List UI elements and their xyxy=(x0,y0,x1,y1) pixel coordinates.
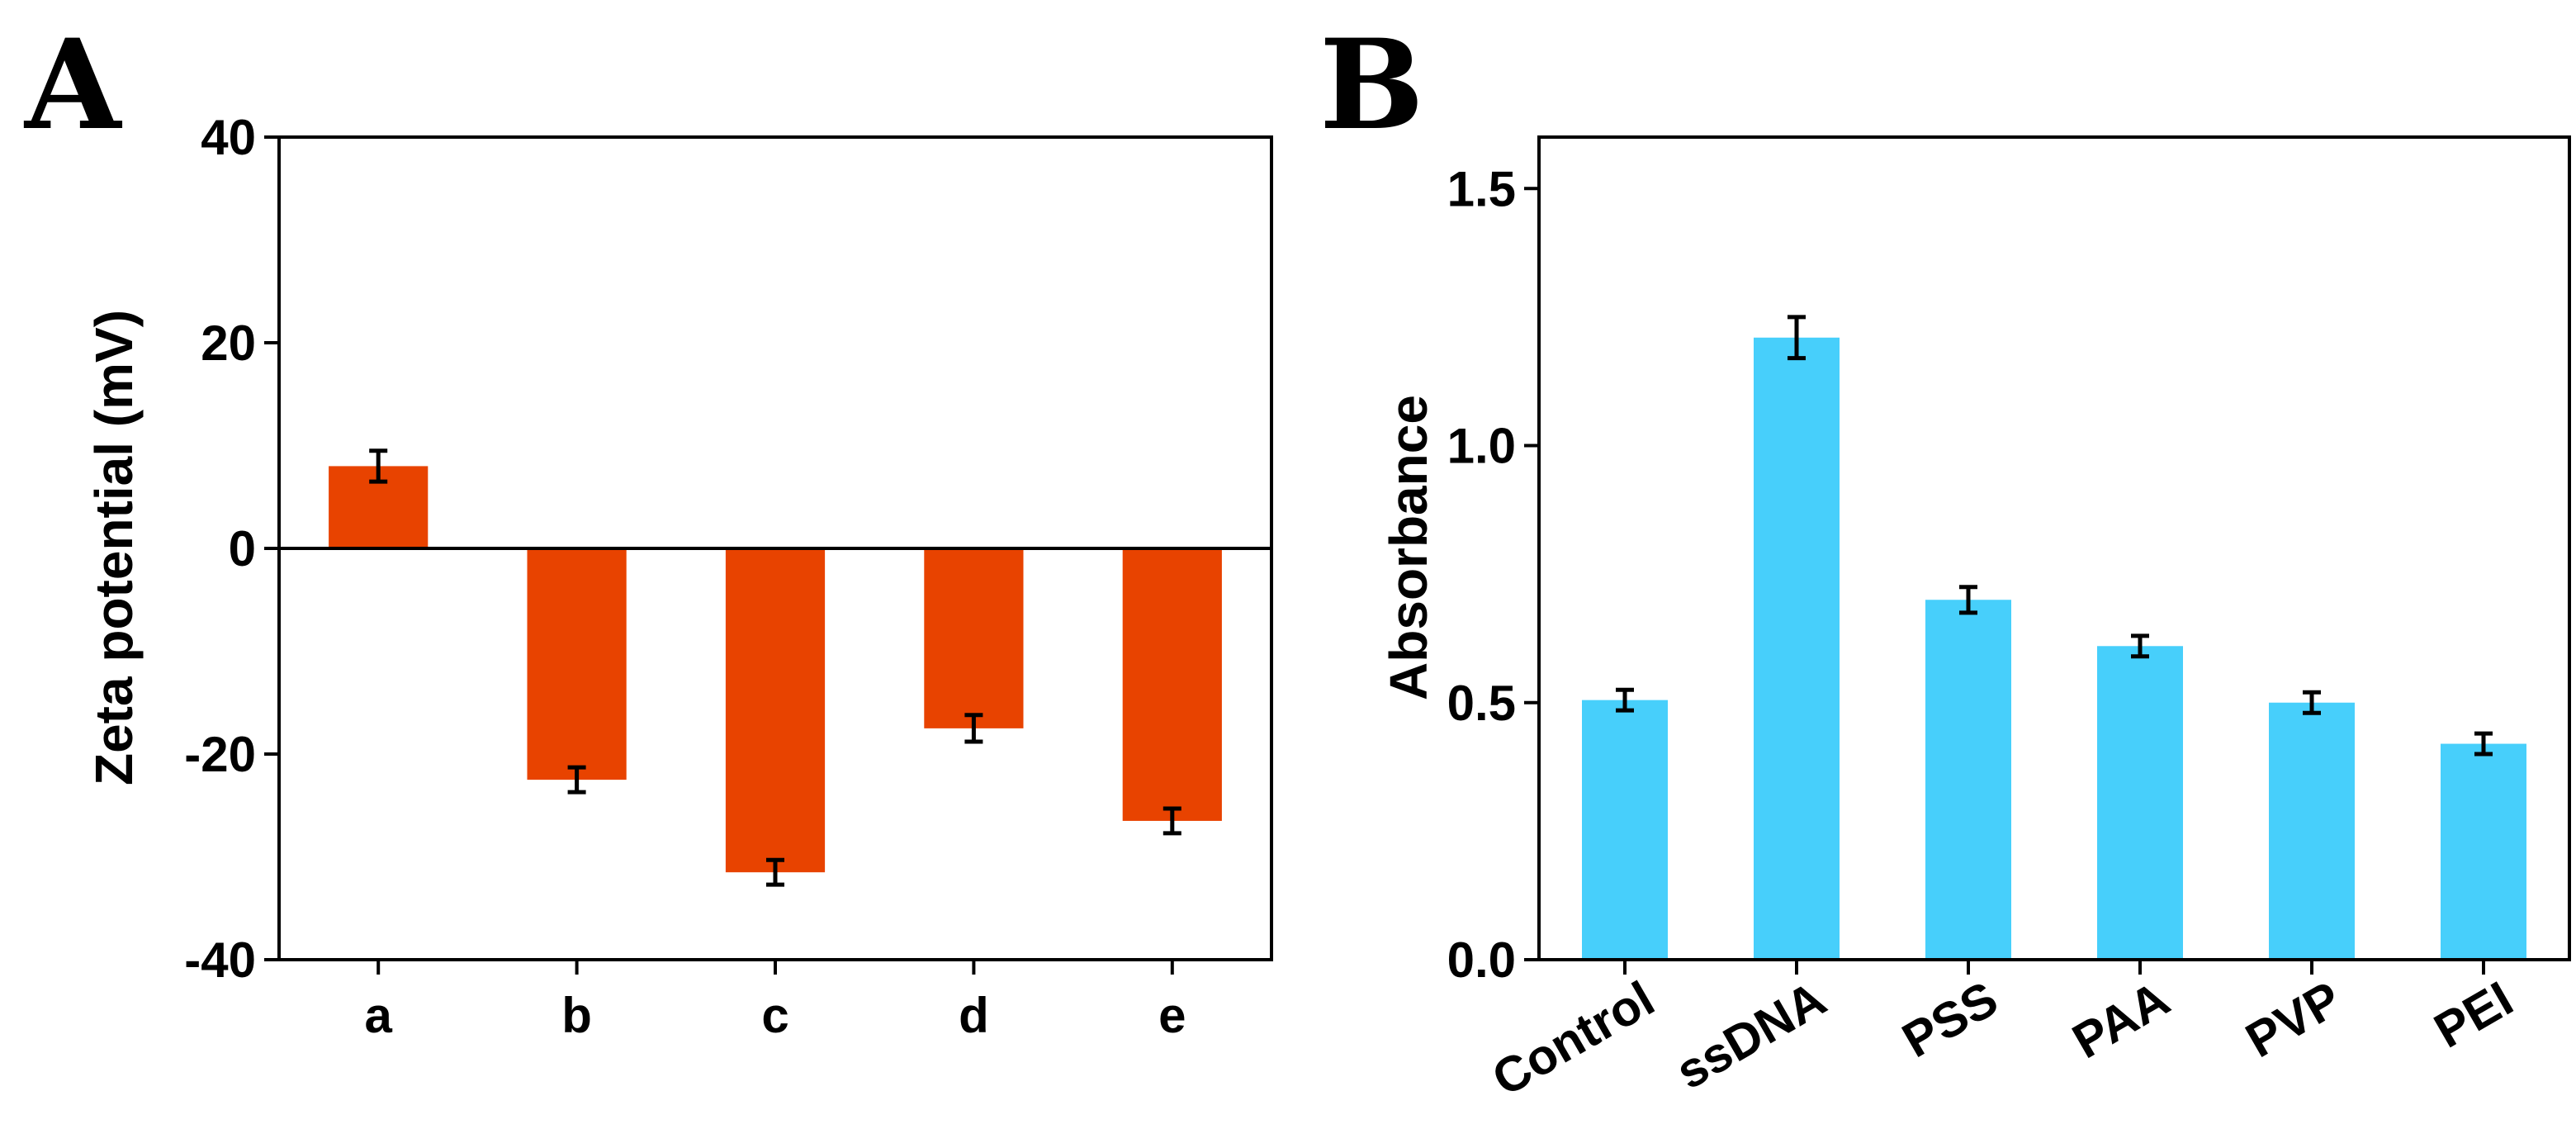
x-tick-label: PVP xyxy=(2237,970,2350,1068)
y-tick-label: 1.0 xyxy=(1447,419,1516,474)
plot-b: 0.0 0.5 1.0 1.5 Control ssDNA PSS PAA PVP PEI xyxy=(1447,135,2571,1107)
bar-e xyxy=(1122,548,1222,821)
y-tick-label: 1.5 xyxy=(1447,161,1516,216)
y-tick-label: 0.0 xyxy=(1447,932,1516,988)
y-axis-title-a: Zeta potential (mV) xyxy=(84,310,144,785)
x-tick-label: Control xyxy=(1483,970,1663,1107)
x-tick-label: PEI xyxy=(2425,970,2522,1058)
y-tick-label: 0 xyxy=(229,521,256,576)
bar-PSS xyxy=(1925,600,2011,960)
y-tick-label: -40 xyxy=(184,932,256,988)
plot-a: -40 -20 0 20 40 a b c d e xyxy=(184,110,1273,1043)
bar-d xyxy=(924,548,1024,728)
x-tick-label: b xyxy=(561,988,592,1043)
bar-ssDNA xyxy=(1754,337,1840,960)
bar-c xyxy=(725,548,826,873)
panel-a: A Zeta potential (mV) -40 -20 0 20 40 a b c d e xyxy=(23,12,1273,1043)
panel-label-b: B xyxy=(1319,12,1424,158)
bar-b xyxy=(527,548,627,780)
panel-b: B Absorbance 0.0 0.5 1.0 1.5 Control ssDNA PSS… xyxy=(1319,12,2571,1107)
y-tick-label: 20 xyxy=(201,315,256,371)
panel-label-a: A xyxy=(23,12,123,158)
x-tick-label: d xyxy=(959,988,989,1043)
bar-Control xyxy=(1582,700,1668,960)
y-axis-title-b: Absorbance xyxy=(1379,395,1438,700)
x-tick-label: ssDNA xyxy=(1667,970,1835,1099)
x-tick-label: PSS xyxy=(1893,970,2006,1068)
x-tick-label: a xyxy=(365,988,393,1043)
plot-frame xyxy=(1537,135,2571,961)
y-tick-label: 40 xyxy=(201,110,256,165)
bar-PVP xyxy=(2269,702,2355,960)
bar-PAA xyxy=(2097,646,2183,960)
y-tick-label: 0.5 xyxy=(1447,676,1516,731)
x-tick-label: e xyxy=(1158,988,1186,1043)
bar-PEI xyxy=(2441,743,2526,960)
y-tick-label: -20 xyxy=(184,727,256,782)
x-tick-label: c xyxy=(761,988,788,1043)
x-tick-label: PAA xyxy=(2063,970,2178,1069)
